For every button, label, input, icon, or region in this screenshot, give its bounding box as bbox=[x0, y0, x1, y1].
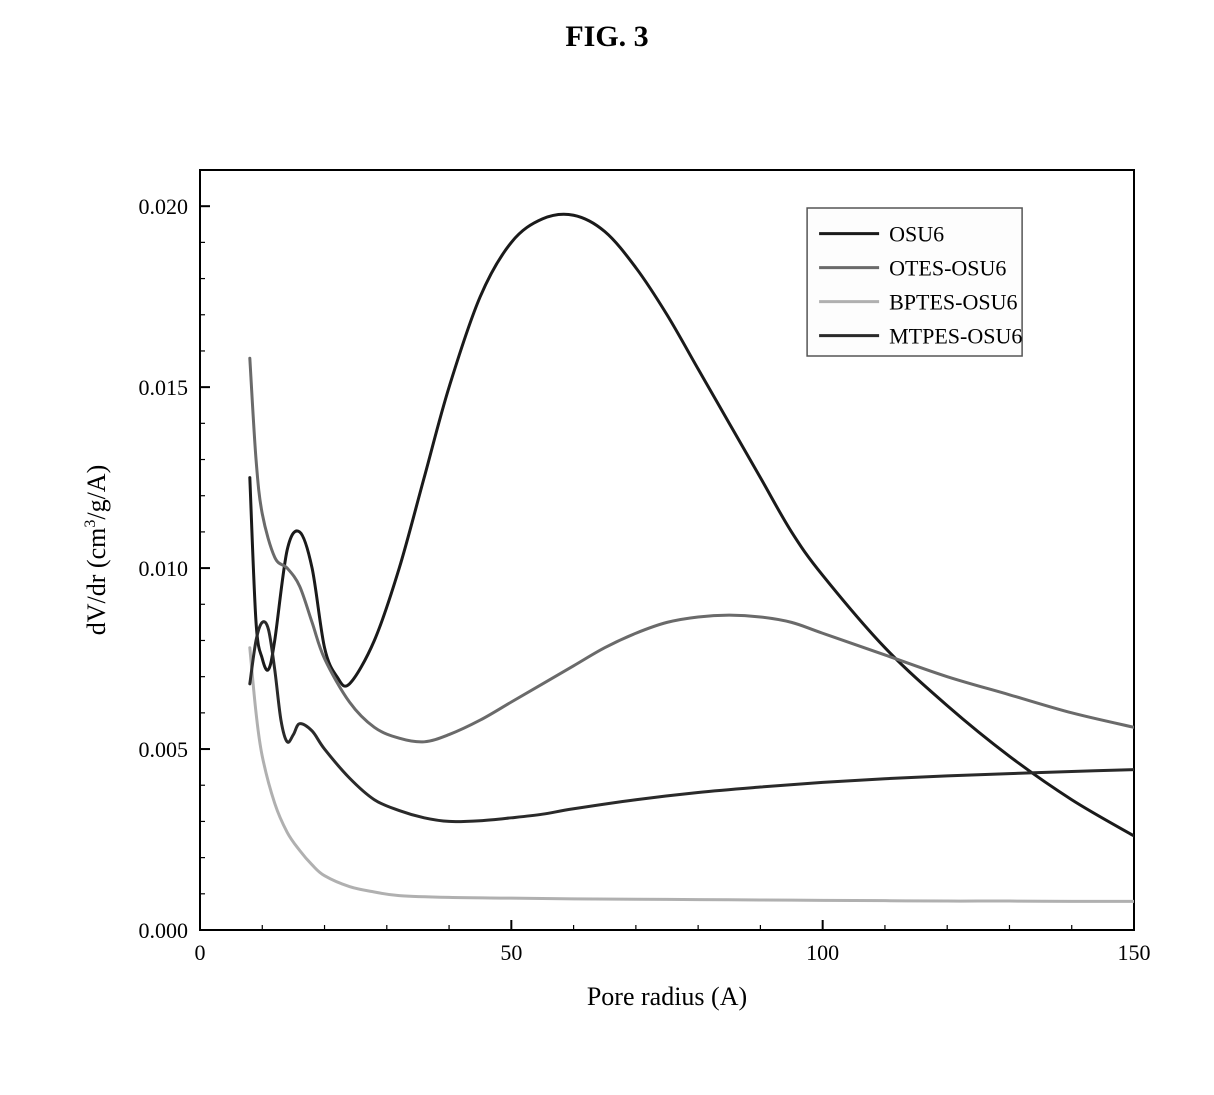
legend-label: BPTES-OSU6 bbox=[889, 289, 1017, 314]
series-mtpes-osu6 bbox=[250, 622, 1134, 822]
pore-distribution-chart: 0 50 100 150 0.000 0.005 0.010 0.015 0.020 Pore r… bbox=[60, 140, 1154, 1040]
legend-label: OSU6 bbox=[889, 221, 944, 246]
series-otes-osu6 bbox=[250, 358, 1134, 742]
chart-container: 0 50 100 150 0.000 0.005 0.010 0.015 0.020 Pore r… bbox=[60, 140, 1154, 1040]
xtick-label: 0 bbox=[195, 940, 206, 965]
page: FIG. 3 0 50 100 150 0.000 0.005 0.010 0.015 0.02… bbox=[0, 0, 1214, 1095]
xaxis-label: Pore radius (A) bbox=[587, 982, 747, 1011]
legend-label: MTPES-OSU6 bbox=[889, 323, 1022, 348]
yaxis-label: dV/dr (cm3/g/A) bbox=[82, 465, 111, 635]
ytick-label: 0.000 bbox=[139, 918, 189, 943]
ytick-label: 0.010 bbox=[139, 556, 189, 581]
xtick-label: 150 bbox=[1118, 940, 1151, 965]
ytick-label: 0.020 bbox=[139, 194, 189, 219]
legend-label: OTES-OSU6 bbox=[889, 255, 1006, 280]
ytick-label: 0.005 bbox=[139, 737, 189, 762]
figure-title: FIG. 3 bbox=[0, 20, 1214, 54]
xtick-label: 50 bbox=[500, 940, 522, 965]
xtick-label: 100 bbox=[806, 940, 839, 965]
ytick-label: 0.015 bbox=[139, 375, 189, 400]
